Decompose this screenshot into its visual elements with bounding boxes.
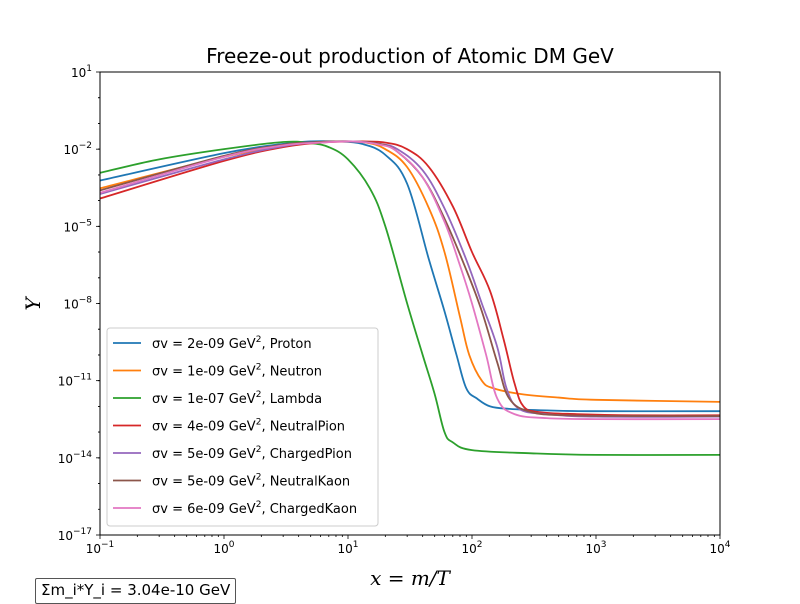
legend: σv = 2e-09 GeV2, Proton σv = 1e-09 GeV2, …	[106, 327, 379, 527]
series-line-2	[100, 140, 720, 456]
legend-entry-1: σv = 1e-09 GeV2, Neutron	[152, 363, 322, 380]
sum-annotation-box: Σm_i*Y_i = 3.04e-10 GeV	[35, 578, 237, 604]
legend-entry-2: σv = 1e-07 GeV2, Lambda	[152, 390, 322, 407]
legend-entry-5: σv = 5e-09 GeV2, NeutralKaon	[152, 473, 350, 490]
legend-entry-3: σv = 4e-09 GeV2, NeutralPion	[152, 418, 345, 435]
legend-entry-6: σv = 6e-09 GeV2, ChargedKaon	[152, 500, 357, 517]
legend-entry-4: σv = 5e-09 GeV2, ChargedPion	[152, 445, 352, 462]
legend-box	[106, 327, 379, 527]
legend-entry-0: σv = 2e-09 GeV2, Proton	[152, 335, 312, 352]
y-axis-label: Y	[21, 296, 45, 311]
series-line-6	[100, 140, 720, 421]
chart-title: Freeze-out production of Atomic DM GeV	[206, 44, 614, 68]
x-axis-label: x = m/T	[370, 566, 451, 590]
